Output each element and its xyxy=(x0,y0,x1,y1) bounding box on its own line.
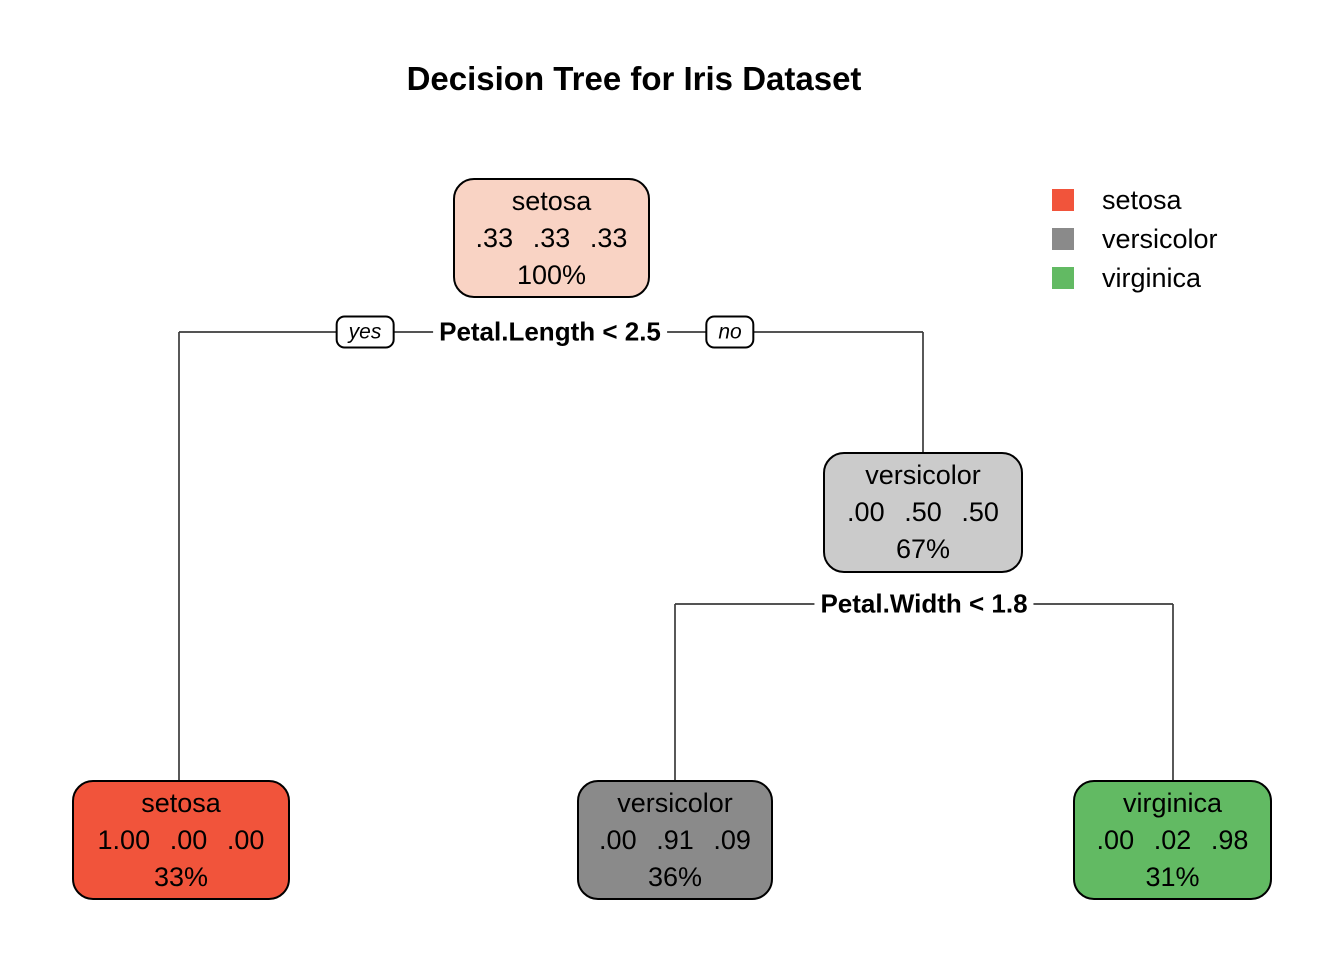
node-class-label: setosa xyxy=(141,787,221,818)
legend-swatch-virginica xyxy=(1052,267,1074,289)
node-probabilities: .00 .50 .50 xyxy=(847,497,999,527)
leaf-node-virginica: virginica .00 .02 .98 31% xyxy=(1073,780,1272,900)
legend-swatch-versicolor xyxy=(1052,228,1074,250)
node-probabilities: 1.00 .00 .00 xyxy=(97,824,265,855)
node-root: setosa .33 .33 .33 100% xyxy=(453,178,650,298)
node-class-label: versicolor xyxy=(617,787,733,818)
node-probabilities: .00 .02 .98 xyxy=(1096,824,1249,855)
node-coverage: 100% xyxy=(516,259,587,290)
node-probabilities: .00 .91 .09 xyxy=(599,824,751,855)
legend-item-virginica: virginica xyxy=(1052,263,1218,293)
plot-title: Decision Tree for Iris Dataset xyxy=(406,60,862,97)
legend-swatch-setosa xyxy=(1052,189,1074,211)
legend-label: virginica xyxy=(1102,263,1202,293)
legend-label: setosa xyxy=(1102,185,1182,215)
leaf-node-versicolor: versicolor .00 .91 .09 36% xyxy=(577,780,773,900)
legend: setosa versicolor virginica xyxy=(1052,185,1218,306)
node-class-label: virginica xyxy=(1122,787,1223,818)
branch-path xyxy=(178,331,1174,780)
branch-label-no: no xyxy=(705,315,755,349)
node-coverage: 36% xyxy=(647,861,703,892)
branch-label-yes: yes xyxy=(335,315,395,349)
node-coverage: 67% xyxy=(895,534,951,564)
node-coverage: 31% xyxy=(1145,861,1200,892)
node-coverage: 33% xyxy=(153,861,209,892)
node-class-label: versicolor xyxy=(865,460,981,490)
legend-item-versicolor: versicolor xyxy=(1052,224,1218,254)
node-versicolor-internal: versicolor .00 .50 .50 67% xyxy=(823,452,1023,573)
leaf-node-setosa: setosa 1.00 .00 .00 33% xyxy=(72,780,290,900)
legend-item-setosa: setosa xyxy=(1052,185,1218,215)
legend-label: versicolor xyxy=(1102,224,1218,254)
split-condition-petal-width: Petal.Width < 1.8 xyxy=(814,588,1034,620)
split-condition-petal-length: Petal.Length < 2.5 xyxy=(433,316,667,348)
node-probabilities: .33 .33 .33 xyxy=(475,222,628,253)
node-class-label: setosa xyxy=(511,185,592,216)
